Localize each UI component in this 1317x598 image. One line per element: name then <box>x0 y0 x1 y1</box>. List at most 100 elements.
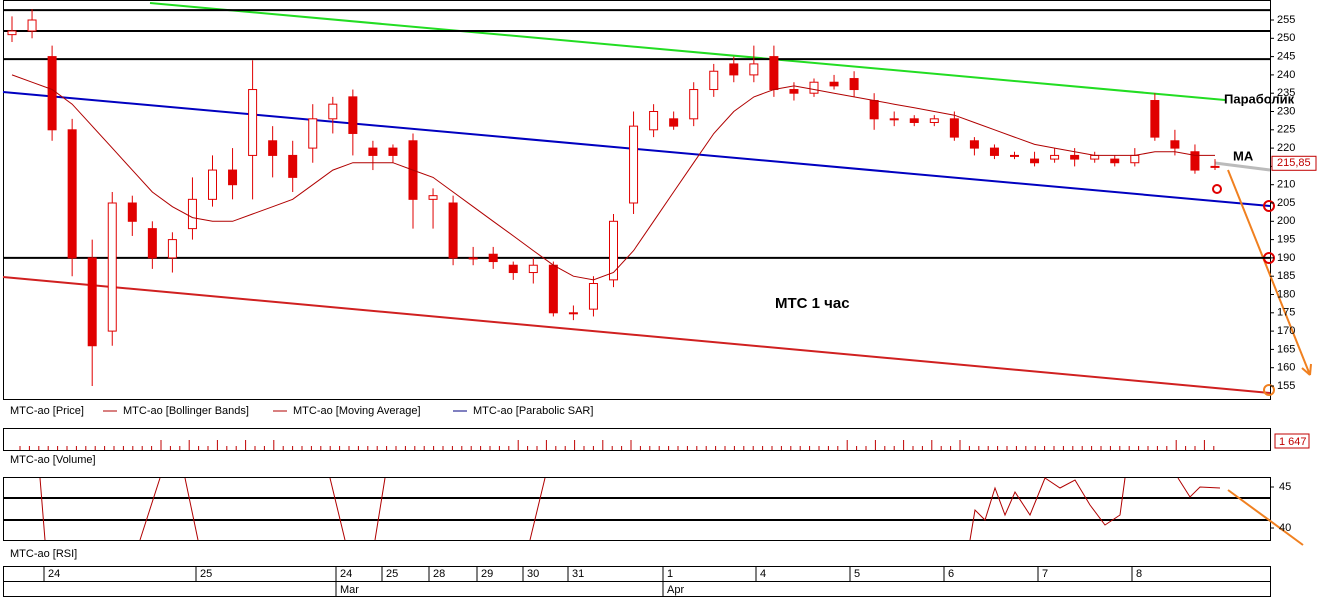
y-tick-label: 160 <box>1277 362 1295 374</box>
y-tick-label: 245 <box>1277 51 1295 63</box>
date-label: 24 <box>340 568 352 580</box>
candle-body <box>729 63 739 76</box>
candle-body <box>268 140 278 156</box>
candle-body <box>989 147 999 156</box>
annotation: MA <box>1233 148 1254 163</box>
candle-body <box>508 264 518 274</box>
candle-body <box>588 283 598 310</box>
y-tick-label: 170 <box>1277 325 1295 337</box>
price-panel <box>3 0 1271 400</box>
y-tick-label: 195 <box>1277 234 1295 246</box>
date-label: 5 <box>854 568 860 580</box>
candle-body <box>869 100 879 120</box>
date-label: 25 <box>386 568 398 580</box>
y-tick-label: 155 <box>1277 380 1295 392</box>
candle-body <box>1110 158 1120 164</box>
candle-body <box>1090 154 1100 160</box>
candle-body <box>969 140 979 149</box>
candle-body <box>1130 154 1140 164</box>
date-label: 6 <box>948 568 954 580</box>
date-label: 8 <box>1136 568 1142 580</box>
candle-body <box>187 198 197 230</box>
candle-body <box>528 264 538 274</box>
y-tick-label: 220 <box>1277 142 1295 154</box>
rsi-arrow <box>1227 489 1304 546</box>
volume-last: 1 647 <box>1279 436 1307 448</box>
date-label: 1 <box>667 568 673 580</box>
month-label: Apr <box>667 584 684 596</box>
candle-body <box>27 19 37 32</box>
y-tick-label: 180 <box>1277 288 1295 300</box>
candle-body <box>288 154 298 178</box>
candle-body <box>949 118 959 138</box>
y-tick-label: 210 <box>1277 179 1295 191</box>
candle-body <box>709 70 719 91</box>
candle-body <box>909 118 919 123</box>
candle-body <box>67 129 77 259</box>
candle-body <box>488 253 498 263</box>
candle-body <box>568 312 578 315</box>
forecast-arrow <box>1227 169 1312 376</box>
candle-body <box>1030 158 1040 164</box>
candle-body <box>929 118 939 123</box>
candle-body <box>368 147 378 156</box>
candle-body <box>448 202 458 259</box>
candle-body <box>248 89 258 156</box>
candle-body <box>47 56 57 131</box>
last-price: 215,85 <box>1277 157 1311 169</box>
candle-body <box>328 103 338 120</box>
candle-body <box>889 118 899 121</box>
candle-body <box>1170 140 1180 149</box>
candle-body <box>1150 100 1160 138</box>
candle-body <box>208 169 217 200</box>
candle-body <box>629 125 639 204</box>
candle-body <box>1070 154 1080 160</box>
target-marker <box>1263 384 1275 396</box>
candle-body <box>1050 154 1060 160</box>
legend-entry: MTC-ao [Price] <box>10 405 84 417</box>
y-tick-label: 255 <box>1277 14 1295 26</box>
annotation: МТС 1 час <box>775 295 850 312</box>
y-tick-label: 240 <box>1277 69 1295 81</box>
rsi-line <box>39 477 1221 541</box>
y-tick-label: 250 <box>1277 32 1295 44</box>
candle-body <box>609 220 618 281</box>
date-label: 29 <box>481 568 493 580</box>
ma-extension <box>1214 161 1271 172</box>
legend-entry: MTC-ao [Moving Average] <box>293 405 421 417</box>
ma-line <box>11 74 1215 281</box>
date-label: 31 <box>572 568 584 580</box>
y-tick-label: 235 <box>1277 87 1295 99</box>
trend-line <box>149 2 1226 101</box>
rsi-tick-label: 40 <box>1279 522 1291 534</box>
rsi-tick-label: 45 <box>1279 481 1291 493</box>
candle-body <box>749 63 759 76</box>
candle-body <box>7 30 17 36</box>
candle-body <box>147 228 157 259</box>
candle-body <box>167 239 177 259</box>
volume-badge <box>1274 433 1310 449</box>
panel-title: MTC-ao [Volume] <box>10 454 96 466</box>
candle-body <box>228 169 238 186</box>
candle-body <box>789 89 799 94</box>
y-tick-label: 185 <box>1277 270 1295 282</box>
candle-body <box>548 264 558 314</box>
date-label: 28 <box>433 568 445 580</box>
trend-line <box>2 276 1271 394</box>
date-label: 24 <box>48 568 60 580</box>
candle-body <box>308 118 318 149</box>
rsi-panel <box>3 477 1271 541</box>
candle-body <box>428 195 438 200</box>
candle-body <box>649 111 659 131</box>
candle-body <box>669 118 679 127</box>
candle-body <box>348 96 358 134</box>
candle-body <box>809 81 819 94</box>
candle-body <box>468 257 478 260</box>
legend-entry: MTC-ao [Parabolic SAR] <box>473 405 593 417</box>
month-label: Mar <box>340 584 359 596</box>
panel-title: MTC-ao [RSI] <box>10 548 77 560</box>
y-tick-label: 230 <box>1277 105 1295 117</box>
annotation: Параболик <box>1224 91 1295 106</box>
y-tick-label: 205 <box>1277 197 1295 209</box>
